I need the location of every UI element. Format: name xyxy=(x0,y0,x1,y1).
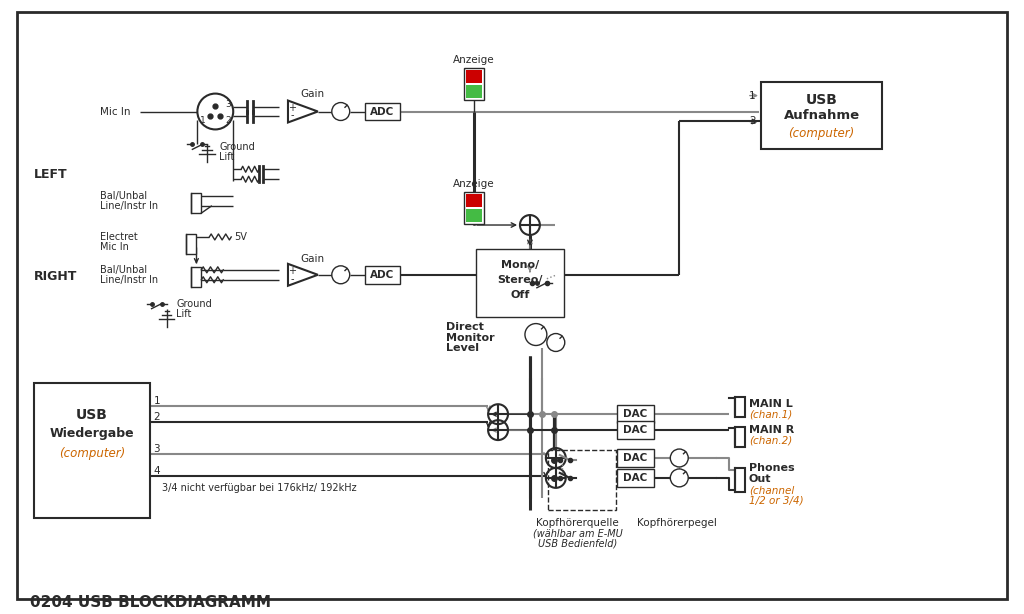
Circle shape xyxy=(671,449,688,467)
Text: (channel: (channel xyxy=(749,486,795,496)
Bar xyxy=(735,397,745,417)
Text: Level: Level xyxy=(446,343,479,354)
Text: Ground: Ground xyxy=(219,142,255,152)
Text: (chan.2): (chan.2) xyxy=(749,435,793,445)
Text: 1: 1 xyxy=(200,116,205,125)
Bar xyxy=(464,192,484,224)
Text: (chan.1): (chan.1) xyxy=(749,409,793,419)
Bar xyxy=(365,266,400,284)
Text: Line/Instr In: Line/Instr In xyxy=(99,275,158,285)
Bar xyxy=(761,82,883,149)
Text: DAC: DAC xyxy=(624,453,647,463)
Bar xyxy=(191,193,202,213)
Bar xyxy=(548,450,615,510)
Bar xyxy=(34,383,150,518)
Text: Anzeige: Anzeige xyxy=(454,179,495,189)
Text: Out: Out xyxy=(749,474,771,484)
Text: DAC: DAC xyxy=(624,425,647,435)
Text: 2: 2 xyxy=(750,117,756,126)
Text: 5V: 5V xyxy=(234,232,247,242)
Bar xyxy=(466,194,482,207)
Text: Gain: Gain xyxy=(301,254,325,264)
Text: Phones: Phones xyxy=(749,463,795,473)
Text: USB: USB xyxy=(806,93,838,107)
Text: ADC: ADC xyxy=(371,270,394,280)
Text: USB Bedienfeld): USB Bedienfeld) xyxy=(538,538,617,549)
Bar xyxy=(616,421,654,439)
Text: Ground: Ground xyxy=(176,298,212,309)
Text: MAIN R: MAIN R xyxy=(749,425,795,435)
Text: 1: 1 xyxy=(750,91,756,101)
Text: 2: 2 xyxy=(154,412,160,422)
Text: RIGHT: RIGHT xyxy=(34,270,78,283)
Text: 2: 2 xyxy=(225,116,231,125)
Text: Monitor: Monitor xyxy=(446,333,495,343)
Text: 3: 3 xyxy=(154,444,160,454)
Text: Lift: Lift xyxy=(176,309,191,319)
Circle shape xyxy=(547,333,565,351)
Bar xyxy=(466,209,482,222)
Bar xyxy=(616,449,654,467)
Bar xyxy=(735,427,745,447)
Bar xyxy=(616,405,654,423)
Text: -: - xyxy=(290,274,294,284)
Text: (computer): (computer) xyxy=(788,127,855,140)
Text: Mono/: Mono/ xyxy=(501,260,539,270)
Text: Gain: Gain xyxy=(301,88,325,99)
Text: USB: USB xyxy=(76,408,108,422)
Circle shape xyxy=(525,324,547,346)
Text: MAIN L: MAIN L xyxy=(749,399,793,409)
Text: Bal/Unbal: Bal/Unbal xyxy=(99,191,146,201)
Bar xyxy=(466,85,482,98)
Text: (wählbar am E-MU: (wählbar am E-MU xyxy=(532,529,623,538)
Text: 1/2 or 3/4): 1/2 or 3/4) xyxy=(749,495,804,506)
Text: -: - xyxy=(290,111,294,120)
Bar xyxy=(735,468,745,492)
Circle shape xyxy=(332,266,350,284)
Text: Direct: Direct xyxy=(446,322,484,332)
Bar xyxy=(365,103,400,120)
Text: Electret: Electret xyxy=(99,232,137,242)
Bar xyxy=(464,68,484,99)
Text: LEFT: LEFT xyxy=(34,168,68,181)
Text: Off: Off xyxy=(510,290,529,300)
Circle shape xyxy=(332,103,350,120)
Text: 4: 4 xyxy=(154,466,160,476)
Text: Stereo/: Stereo/ xyxy=(498,275,543,285)
Text: Kopfhörerquelle: Kopfhörerquelle xyxy=(537,518,620,527)
Text: Mic In: Mic In xyxy=(99,242,129,252)
Bar xyxy=(466,70,482,83)
Bar xyxy=(616,469,654,487)
Text: +: + xyxy=(288,103,296,112)
Text: Mic In: Mic In xyxy=(99,106,130,117)
Text: 1: 1 xyxy=(154,396,160,406)
Text: DAC: DAC xyxy=(624,473,647,483)
Text: Aufnahme: Aufnahme xyxy=(783,109,860,122)
Text: Kopfhörerpegel: Kopfhörerpegel xyxy=(637,518,717,527)
Text: +: + xyxy=(288,266,296,276)
Text: ADC: ADC xyxy=(371,106,394,117)
Text: Bal/Unbal: Bal/Unbal xyxy=(99,265,146,275)
Text: (computer): (computer) xyxy=(58,446,125,459)
Text: Anzeige: Anzeige xyxy=(454,55,495,64)
Text: Line/Instr In: Line/Instr In xyxy=(99,201,158,211)
Bar xyxy=(191,267,202,287)
Text: DAC: DAC xyxy=(624,409,647,419)
Text: 0204 USB BLOCKDIAGRAMM: 0204 USB BLOCKDIAGRAMM xyxy=(30,596,271,610)
Bar xyxy=(476,249,564,317)
Text: Lift: Lift xyxy=(219,152,234,162)
Bar xyxy=(186,234,197,254)
Text: 3/4 nicht verfügbar bei 176kHz/ 192kHz: 3/4 nicht verfügbar bei 176kHz/ 192kHz xyxy=(162,483,356,493)
Circle shape xyxy=(671,469,688,487)
Text: 3: 3 xyxy=(225,100,231,109)
Text: Wiedergabe: Wiedergabe xyxy=(49,427,134,440)
